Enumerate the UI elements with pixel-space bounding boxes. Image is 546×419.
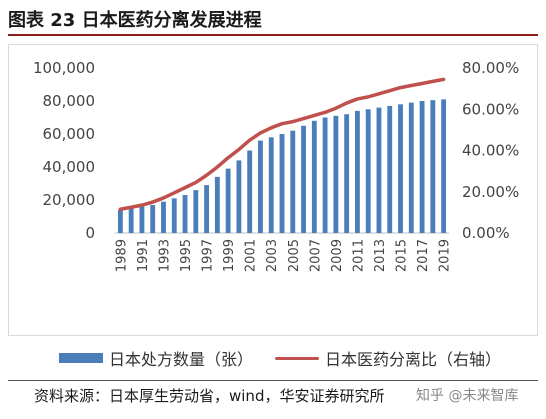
x-tick-label: 2005 [287,239,302,272]
line-separation-ratio [118,77,446,212]
x-tick-label: 2011 [351,239,366,272]
watermark: 知乎 @未来智库 [416,385,518,407]
bar-prescriptions [204,185,210,233]
bar-prescriptions [290,130,296,233]
bar-prescriptions [441,99,447,233]
bar-prescriptions [236,160,242,233]
bar-prescriptions [419,101,425,233]
bar-prescriptions [430,100,436,233]
legend-label-line: 日本医药分离比（右轴） [325,350,502,369]
chart-frame: 0 20,000 40,000 60,000 80,000 100,000 0.00% 20.… [8,44,538,369]
x-tick-label: 1995 [179,239,194,272]
x-tick-label: 2019 [438,239,453,272]
y-right-tick-label: 20.00% [462,183,519,201]
source-divider [8,380,538,381]
bar-prescriptions [247,150,253,233]
chart-legend: 日本处方数量（张） 日本医药分离比（右轴） [59,347,529,369]
bar-prescriptions [376,107,382,233]
bar-prescriptions [225,168,231,233]
bar-prescriptions [344,114,350,233]
bar-prescriptions [182,195,188,233]
watermark-text: 知乎 @未来智库 [416,388,519,404]
x-tick-label: 1997 [201,239,216,272]
legend-swatch-line [275,356,320,360]
legend-swatch-bars [59,353,103,363]
y-left-tick-label: 100,000 [33,59,95,77]
x-tick-label: 2015 [395,239,410,272]
x-tick-label: 2009 [330,239,345,272]
y-left-tick-label: 20,000 [43,191,96,209]
y-left-tick-label: 80,000 [43,92,96,110]
source-note: 资料来源：日本厚生劳动省，wind，华安证券研究所 [34,387,385,405]
y-right-tick-label: 0.00% [462,224,510,242]
legend-item-bars: 日本处方数量（张） [59,346,253,370]
x-tick-label: 1999 [222,239,237,272]
bar-prescriptions [214,176,220,233]
bar-prescriptions [171,198,177,233]
legend-label-bars: 日本处方数量（张） [109,350,254,369]
bar-prescriptions [354,110,360,233]
bar-prescriptions [117,209,123,233]
x-tick-label: 1993 [157,239,172,272]
chart-plot: 0 20,000 40,000 60,000 80,000 100,000 0.00% 20.… [33,59,519,272]
bar-prescriptions [322,117,328,233]
x-tick-label: 2013 [373,239,388,272]
x-tick-label: 2001 [244,239,259,272]
bar-prescriptions [193,190,199,233]
bar-prescriptions [150,204,156,233]
y-right-tick-label: 40.00% [462,142,519,160]
bar-prescriptions [128,208,134,233]
x-tick-label: 2007 [308,239,323,272]
bar-prescriptions [398,104,403,233]
y-left-tick-label: 0 [85,224,95,242]
y-right-tick-label: 60.00% [462,100,519,118]
x-tick-label: 1989 [114,239,129,272]
bar-prescriptions [408,102,414,234]
bar-prescriptions [301,125,306,233]
bar-prescriptions [365,109,371,233]
bar-prescriptions [279,134,285,233]
chart-title: 图表 23 日本医药分离发展进程 [8,6,538,36]
y-right-tick-label: 80.00% [462,59,519,77]
bar-prescriptions [268,137,274,233]
bar-prescriptions [311,120,317,233]
bar-prescriptions [258,140,263,233]
bar-prescriptions [333,115,339,233]
y-left-tick-label: 40,000 [43,158,96,176]
x-tick-label: 2017 [416,239,431,272]
legend-item-line: 日本医药分离比（右轴） [275,346,501,370]
y-left-tick-label: 60,000 [43,125,96,143]
x-tick-label: 2003 [265,239,280,272]
x-tick-label: 1991 [136,239,151,272]
bar-prescriptions [161,201,166,233]
bar-prescriptions [139,206,145,233]
bar-prescriptions [387,105,393,233]
